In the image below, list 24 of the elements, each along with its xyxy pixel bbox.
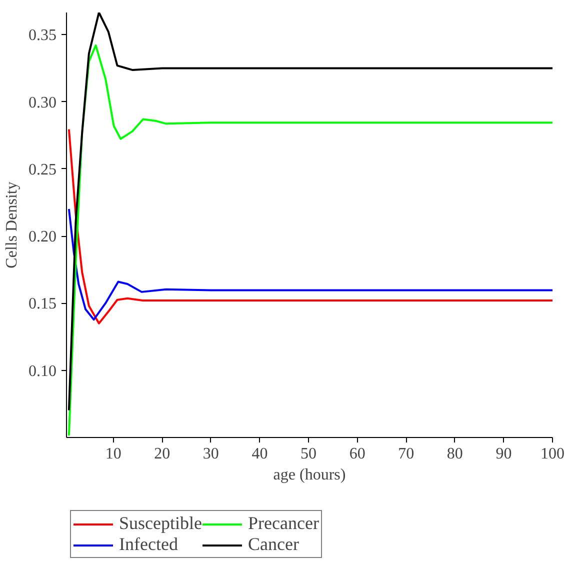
x-tick-label: 10 <box>105 446 122 462</box>
line-series <box>68 208 552 321</box>
x-tick-label: 20 <box>154 446 170 462</box>
x-tick-label: 100 <box>540 446 564 462</box>
x-axis-title: age (hours) <box>273 466 346 484</box>
y-tick-label: 0.10 <box>28 362 56 380</box>
x-tick-label: 40 <box>252 446 268 462</box>
y-tick-label: 0.30 <box>28 94 56 112</box>
y-tick-label: 0.25 <box>28 161 56 178</box>
legend-label: Cancer <box>248 534 299 555</box>
x-tick-label: 60 <box>349 446 366 462</box>
y-tick-label: 0.35 <box>28 27 56 44</box>
legend-label: Precancer <box>248 513 319 534</box>
x-tick-label: 90 <box>496 446 512 462</box>
legend-label: Infected <box>119 534 178 555</box>
y-tick-label: 0.20 <box>28 228 56 246</box>
x-tick-label: 30 <box>202 446 219 462</box>
x-tick-label: 80 <box>446 446 463 462</box>
y-tick-label: 0.15 <box>28 296 56 313</box>
x-tick-label: 70 <box>398 446 414 462</box>
x-tick-label: 50 <box>300 446 317 462</box>
y-axis-title: Cells Density <box>4 182 20 268</box>
line-series <box>68 128 552 324</box>
legend-label: Susceptible <box>119 513 202 534</box>
